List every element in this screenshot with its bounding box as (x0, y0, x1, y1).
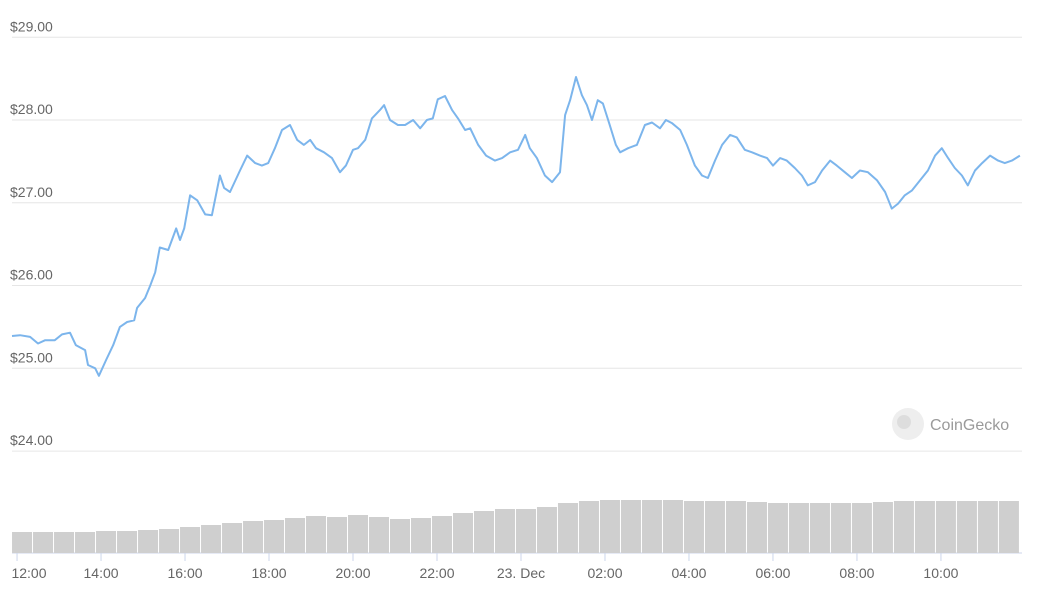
volume-bar (851, 503, 872, 553)
volume-bar (515, 509, 536, 553)
x-tick-label: 14:00 (84, 565, 119, 581)
volume-bar (872, 502, 893, 553)
volume-bar (725, 501, 746, 553)
volume-bar (977, 501, 998, 553)
y-tick-label: $27.00 (10, 184, 53, 200)
x-tick-label: 02:00 (587, 565, 622, 581)
volume-bar (243, 521, 264, 553)
x-tick-label: 12:00 (11, 565, 46, 581)
volume-bar (117, 531, 138, 553)
volume-bar (893, 501, 914, 553)
volume-bar (662, 500, 683, 553)
y-tick-label: $28.00 (10, 101, 53, 117)
volume-bar (327, 517, 348, 553)
x-tick-label: 20:00 (335, 565, 370, 581)
volume-bar (914, 501, 935, 553)
volume-bar (285, 518, 306, 553)
volume-bar (704, 501, 725, 553)
y-tick-label: $26.00 (10, 267, 53, 283)
volume-bar (411, 518, 431, 553)
watermark: CoinGecko (892, 408, 1009, 440)
volume-bar (767, 503, 788, 553)
volume-bar (12, 532, 33, 553)
y-tick-label: $24.00 (10, 432, 53, 448)
y-tick-label: $29.00 (10, 18, 53, 34)
volume-bar (452, 513, 473, 553)
y-tick-label: $25.00 (10, 349, 53, 365)
volume-bar (306, 516, 327, 553)
volume-bar (180, 527, 201, 553)
volume-bar (75, 532, 96, 553)
volume-bar (830, 503, 851, 553)
volume-bar (746, 502, 767, 553)
volume-bar (96, 531, 117, 553)
volume-bar (494, 509, 515, 553)
volume-bar (54, 532, 75, 553)
x-tick-label: 10:00 (923, 565, 958, 581)
volume-bar (536, 507, 557, 553)
volume-bar (369, 517, 390, 553)
volume-bar (390, 519, 410, 553)
volume-bar (683, 501, 704, 553)
x-tick-label: 22:00 (419, 565, 454, 581)
volume-bar (956, 501, 977, 553)
volume-bar (578, 501, 599, 553)
volume-bar (222, 523, 243, 553)
watermark-icon (897, 415, 911, 429)
volume-bar (809, 503, 830, 553)
x-tick-label: 16:00 (167, 565, 202, 581)
volume-bar (599, 500, 620, 553)
x-tick-label: 06:00 (755, 565, 790, 581)
volume-bar (348, 515, 369, 553)
volume-bar (641, 500, 662, 553)
volume-bar (935, 501, 956, 553)
volume-bar (998, 501, 1019, 553)
x-tick-label: 08:00 (839, 565, 874, 581)
volume-bar (431, 516, 452, 553)
volume-bar (473, 511, 494, 553)
price-line (11, 76, 1021, 377)
x-tick-label: 18:00 (251, 565, 286, 581)
watermark-text: CoinGecko (930, 417, 1009, 434)
volume-bar (557, 503, 578, 553)
volume-bar (788, 503, 809, 553)
x-tick-label: 04:00 (671, 565, 706, 581)
volume-bar (33, 532, 54, 553)
volume-bar (620, 500, 641, 553)
volume-bar (201, 525, 222, 553)
volume-bar (138, 530, 159, 553)
volume-bar (264, 520, 285, 553)
x-tick-label: 23. Dec (497, 565, 545, 581)
volume-bar (159, 529, 180, 553)
